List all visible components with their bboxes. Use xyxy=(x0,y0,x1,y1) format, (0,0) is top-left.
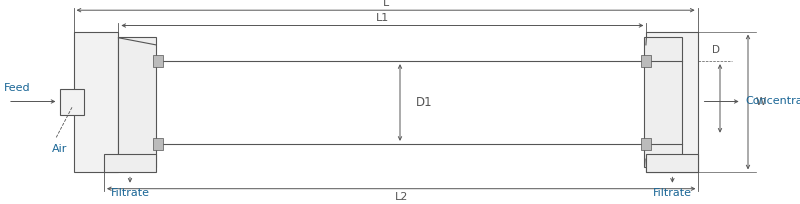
Bar xyxy=(74,32,118,172)
Bar xyxy=(641,55,650,67)
Bar xyxy=(153,55,162,67)
Bar xyxy=(60,89,84,115)
Bar xyxy=(646,32,698,172)
Text: Air: Air xyxy=(52,144,67,154)
Bar xyxy=(644,37,682,167)
Bar xyxy=(153,138,162,150)
Bar xyxy=(104,154,156,172)
Bar xyxy=(641,138,650,150)
Bar xyxy=(118,37,156,167)
Text: Feed: Feed xyxy=(4,83,30,93)
Text: Concentrate: Concentrate xyxy=(746,96,800,106)
Text: D1: D1 xyxy=(416,96,433,109)
Text: L: L xyxy=(382,0,389,8)
Text: L1: L1 xyxy=(376,13,389,23)
Text: Filtrate: Filtrate xyxy=(653,188,692,198)
Text: Filtrate: Filtrate xyxy=(110,188,150,198)
Text: W: W xyxy=(756,97,766,107)
Text: D: D xyxy=(712,45,720,55)
Text: L2: L2 xyxy=(394,192,408,202)
Bar xyxy=(646,154,698,172)
